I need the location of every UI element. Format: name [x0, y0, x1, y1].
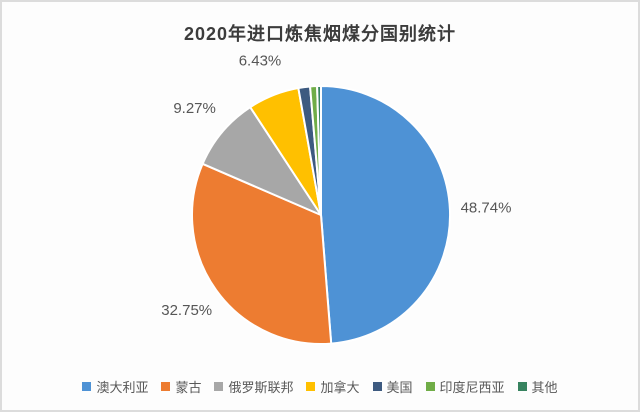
chart-title: 2020年进口炼焦烟煤分国别统计	[183, 24, 457, 44]
legend-swatch-蒙古	[161, 382, 171, 391]
legend-label-加拿大: 加拿大	[320, 380, 360, 395]
pie-slice-蒙古	[191, 162, 333, 345]
legend-swatch-俄罗斯联邦	[214, 382, 224, 391]
legend-item-澳大利亚: 澳大利亚	[82, 377, 148, 396]
pie-slice-澳大利亚	[320, 85, 451, 345]
legend-item-俄罗斯联邦: 俄罗斯联邦	[214, 377, 293, 396]
legend-item-美国: 美国	[372, 377, 413, 396]
legend-label-蒙古: 蒙古	[175, 380, 202, 395]
legend-label-其他: 其他	[531, 380, 558, 395]
pie-slice-其他	[316, 85, 322, 216]
legend-swatch-澳大利亚	[82, 382, 92, 391]
legend-item-其他: 其他	[517, 377, 558, 396]
legend-swatch-印度尼西亚	[425, 382, 435, 391]
legend-swatch-加拿大	[306, 382, 316, 391]
legend-item-加拿大: 加拿大	[306, 377, 360, 396]
legend-swatch-其他	[517, 382, 527, 391]
legend-swatch-美国	[372, 382, 382, 391]
legend: 澳大利亚 蒙古 俄罗斯联邦 加拿大 美国 印度尼西亚 其他	[2, 377, 638, 396]
legend-label-俄罗斯联邦: 俄罗斯联邦	[228, 380, 294, 395]
slice-value-label-俄罗斯联邦: 9.27%	[173, 100, 216, 117]
slice-value-label-澳大利亚: 48.74%	[461, 199, 512, 216]
legend-label-印度尼西亚: 印度尼西亚	[439, 380, 505, 395]
slice-value-label-加拿大: 6.43%	[239, 53, 282, 70]
legend-item-印度尼西亚: 印度尼西亚	[425, 377, 505, 396]
slice-value-label-蒙古: 32.75%	[161, 302, 212, 319]
legend-label-澳大利亚: 澳大利亚	[96, 380, 149, 395]
legend-item-蒙古: 蒙古	[161, 377, 201, 396]
legend-label-美国: 美国	[386, 380, 413, 395]
